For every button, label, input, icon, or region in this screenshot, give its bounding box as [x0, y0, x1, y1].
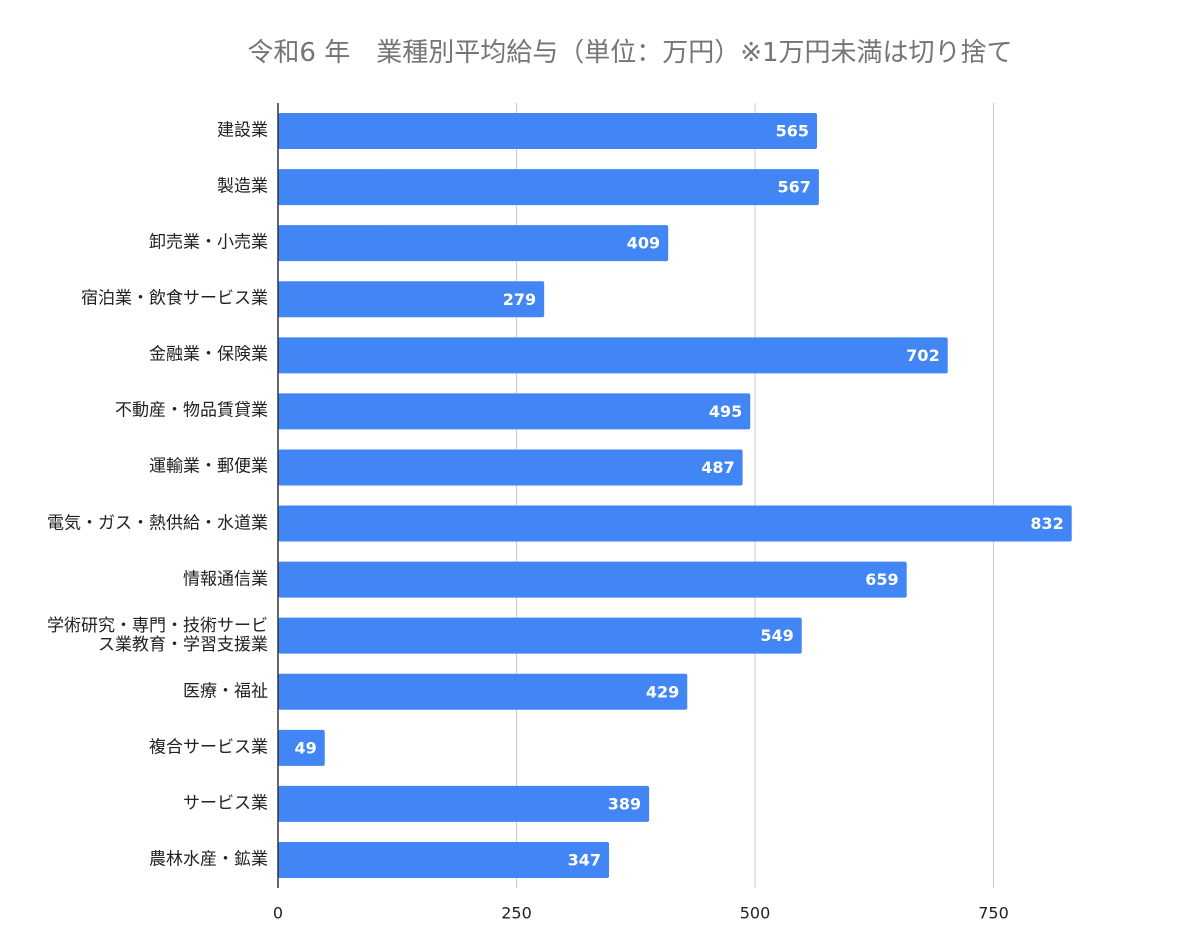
value-label: 279 [503, 290, 536, 309]
value-label: 549 [760, 626, 793, 645]
y-tick-label: 電気・ガス・熱供給・水道業 [47, 513, 268, 534]
y-tick-label: 医療・福祉 [183, 681, 268, 702]
y-tick-label: 卸売業・小売業 [149, 232, 268, 253]
value-label: 487 [701, 458, 734, 477]
bar [278, 841, 610, 878]
x-tick-label: 500 [740, 904, 771, 923]
bar [278, 113, 818, 150]
bar [278, 225, 669, 262]
y-tick-label: 製造業 [217, 176, 268, 197]
y-tick-label: 学術研究・専門・技術サービス業教育・学習支援業 [47, 615, 268, 655]
y-tick-label: 農林水産・鉱業 [149, 849, 268, 870]
value-label: 347 [568, 850, 601, 869]
bar [278, 617, 802, 654]
value-label: 49 [294, 738, 316, 757]
bar [278, 505, 1072, 542]
value-label: 429 [646, 682, 679, 701]
bar [278, 673, 688, 710]
value-label: 495 [709, 402, 742, 421]
bar [278, 393, 751, 430]
value-label: 659 [865, 570, 898, 589]
y-tick-label: 情報通信業 [183, 569, 268, 590]
bar [278, 281, 545, 318]
bar [278, 561, 907, 598]
value-label: 567 [778, 178, 811, 197]
bar [278, 785, 650, 822]
chart-title: 令和6 年 業種別平均給与（単位：万円）※1万円未満は切り捨て [247, 38, 1013, 68]
value-label: 389 [608, 794, 641, 813]
bar [278, 169, 819, 206]
value-label: 702 [906, 346, 939, 365]
x-tick-label: 750 [978, 904, 1009, 923]
bar [278, 337, 948, 374]
y-tick-label: 金融業・保険業 [149, 344, 268, 365]
y-tick-label: サービス業 [183, 793, 268, 814]
value-label: 565 [776, 122, 809, 141]
y-tick-label: 宿泊業・飲食サービス業 [81, 288, 268, 309]
y-tick-label: 複合サービス業 [149, 737, 268, 758]
bar [278, 729, 325, 766]
bar [278, 449, 743, 486]
y-tick-label: 不動産・物品賃貸業 [115, 400, 268, 421]
y-tick-label: 運輸業・郵便業 [149, 456, 268, 477]
x-tick-label: 250 [501, 904, 532, 923]
value-label: 832 [1030, 514, 1063, 533]
x-tick-label: 0 [273, 904, 283, 923]
y-tick-label: 建設業 [217, 120, 268, 141]
value-label: 409 [627, 234, 660, 253]
